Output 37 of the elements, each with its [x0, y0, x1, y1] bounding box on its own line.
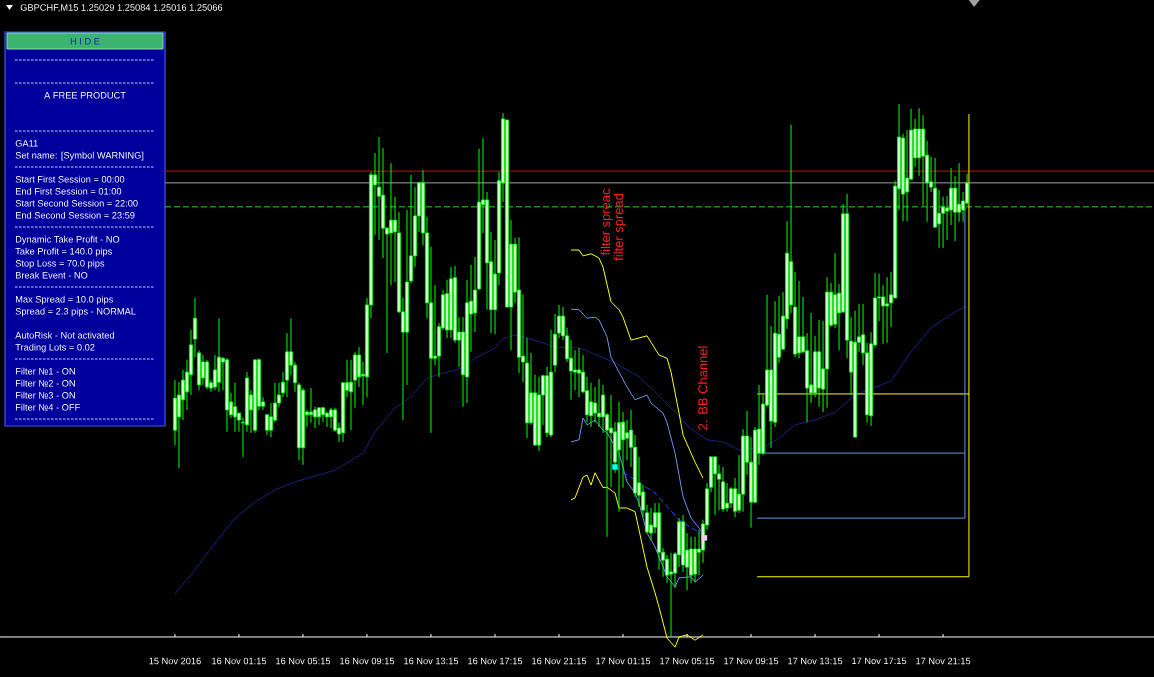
annotation: Trading Lots = 0.02 [15, 343, 95, 353]
text: A FREE PRODUCT [44, 92, 126, 99]
annotation: Filter №3 - ON [15, 391, 75, 399]
annotation: Filter №1 - ON [15, 367, 75, 375]
x-tick-label: 16 Nov 01:15 [212, 657, 267, 665]
x-tick-label: 16 Nov 05:15 [276, 657, 331, 665]
annotation: AutoRisk - Not activated [15, 331, 114, 339]
x-tick-label: 17 Nov 05:15 [660, 657, 715, 665]
chart-title: GBPCHF,M15 1.25029 1.25084 1.25016 1.25066 [20, 4, 223, 12]
annotation: Start First Session = 00:00 [15, 175, 125, 183]
x-tick-label: 17 Nov 21:15 [916, 657, 971, 665]
text: H I D E [70, 38, 100, 45]
annotation: Set name: [Symbol WARNING] [15, 151, 144, 161]
annotation: filter spread [613, 194, 626, 261]
x-tick-label: 15 Nov 2016 [149, 657, 201, 665]
annotation: GA11 [15, 140, 38, 147]
annotation: Spread = 2.3 pips - NORMAL [15, 307, 136, 317]
x-tick-label: 16 Nov 13:15 [404, 657, 459, 665]
annotation: End First Session = 01:00 [15, 187, 122, 195]
annotation: Start Second Session = 22:00 [15, 199, 138, 207]
annotation: Filter №4 - OFF [15, 403, 80, 411]
x-tick-label: 17 Nov 13:15 [788, 657, 843, 665]
x-tick-label: 16 Nov 17:15 [468, 657, 523, 665]
annotation: Break Event - NO [15, 271, 88, 279]
annotation: 2. BB Channel [697, 346, 708, 430]
annotation: Stop Loss = 70.0 pips [15, 259, 105, 269]
annotation: Filter №2 - ON [15, 379, 75, 387]
annotation: End Second Session = 23:59 [15, 211, 135, 219]
annotation: Take Profit = 140.0 pips [15, 247, 112, 257]
x-tick-label: 17 Nov 09:15 [724, 657, 779, 665]
annotation: Max Spread = 10.0 pips [15, 295, 113, 305]
annotation: filter spreac [600, 188, 613, 256]
x-tick-label: 17 Nov 01:15 [596, 657, 651, 665]
x-tick-label: 16 Nov 21:15 [532, 657, 587, 665]
x-tick-label: 16 Nov 09:15 [340, 657, 395, 665]
x-tick-label: 17 Nov 17:15 [852, 657, 907, 665]
annotation: Dynamic Take Profit - NO [15, 235, 120, 245]
